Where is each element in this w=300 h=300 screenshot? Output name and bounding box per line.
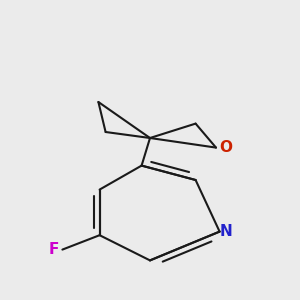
Text: F: F [49, 242, 59, 257]
Text: N: N [219, 224, 232, 239]
Text: O: O [219, 140, 232, 155]
